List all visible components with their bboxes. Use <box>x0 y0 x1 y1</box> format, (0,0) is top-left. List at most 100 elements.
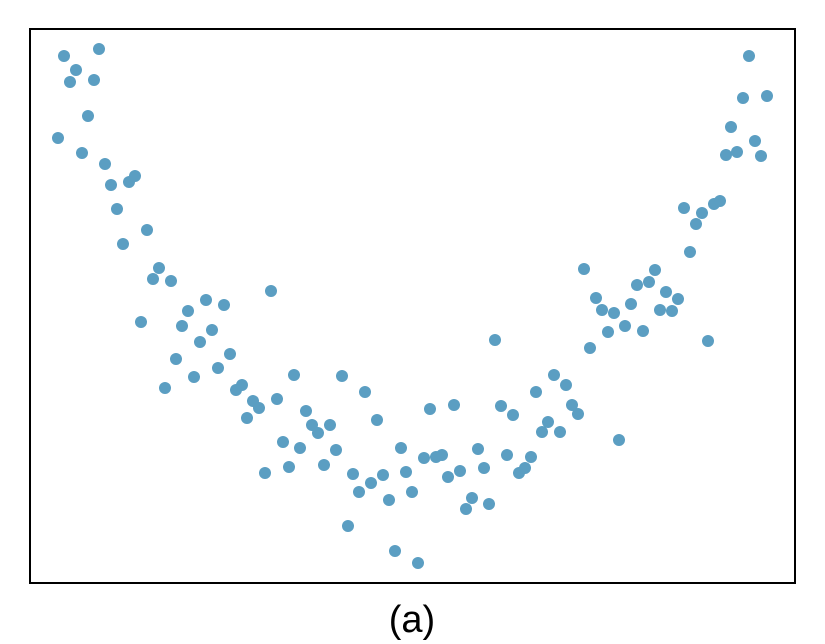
point <box>82 110 94 122</box>
point <box>88 74 100 86</box>
point <box>436 449 448 461</box>
point <box>631 279 643 291</box>
point <box>501 449 513 461</box>
point <box>424 403 436 415</box>
point <box>666 305 678 317</box>
point <box>554 426 566 438</box>
point <box>58 50 70 62</box>
point <box>536 426 548 438</box>
point <box>584 342 596 354</box>
point <box>117 238 129 250</box>
point <box>194 336 206 348</box>
point <box>241 412 253 424</box>
point <box>690 218 702 230</box>
point <box>578 263 590 275</box>
point <box>294 442 306 454</box>
point <box>206 324 218 336</box>
point <box>312 427 324 439</box>
point <box>135 316 147 328</box>
point <box>596 304 608 316</box>
point <box>153 262 165 274</box>
point <box>625 298 637 310</box>
point <box>141 224 153 236</box>
point <box>70 64 82 76</box>
point <box>64 76 76 88</box>
point <box>743 50 755 62</box>
point <box>389 545 401 557</box>
point <box>613 434 625 446</box>
point <box>654 304 666 316</box>
point <box>755 150 767 162</box>
point <box>418 452 430 464</box>
point <box>105 179 117 191</box>
point <box>731 146 743 158</box>
point <box>702 335 714 347</box>
point <box>406 486 418 498</box>
point <box>400 466 412 478</box>
point <box>99 158 111 170</box>
point <box>288 369 300 381</box>
point <box>472 443 484 455</box>
point <box>52 132 64 144</box>
point <box>637 325 649 337</box>
point <box>188 371 200 383</box>
point <box>483 498 495 510</box>
point <box>460 503 472 515</box>
point <box>159 382 171 394</box>
point <box>236 379 248 391</box>
point <box>495 400 507 412</box>
point <box>353 486 365 498</box>
point <box>165 275 177 287</box>
point <box>129 170 141 182</box>
point <box>672 293 684 305</box>
point <box>300 405 312 417</box>
point <box>347 468 359 480</box>
point <box>442 471 454 483</box>
point <box>76 147 88 159</box>
point <box>542 416 554 428</box>
point <box>283 461 295 473</box>
point <box>572 408 584 420</box>
point <box>111 203 123 215</box>
point <box>678 202 690 214</box>
point <box>737 92 749 104</box>
point <box>170 353 182 365</box>
point <box>608 307 620 319</box>
point <box>720 149 732 161</box>
point <box>200 294 212 306</box>
point <box>259 467 271 479</box>
point <box>560 379 572 391</box>
point <box>525 451 537 463</box>
point <box>336 370 348 382</box>
point <box>93 43 105 55</box>
point <box>602 326 614 338</box>
point <box>761 90 773 102</box>
point <box>182 305 194 317</box>
point <box>412 557 424 569</box>
point <box>383 494 395 506</box>
point <box>649 264 661 276</box>
point <box>395 442 407 454</box>
point <box>619 320 631 332</box>
point <box>176 320 188 332</box>
point <box>224 348 236 360</box>
point <box>277 436 289 448</box>
point <box>271 393 283 405</box>
point <box>725 121 737 133</box>
point <box>342 520 354 532</box>
point <box>454 465 466 477</box>
point <box>377 469 389 481</box>
point <box>519 462 531 474</box>
point <box>548 369 560 381</box>
point <box>684 246 696 258</box>
point <box>489 334 501 346</box>
point <box>371 414 383 426</box>
point <box>507 409 519 421</box>
point <box>359 386 371 398</box>
point <box>253 402 265 414</box>
point <box>330 444 342 456</box>
point <box>318 459 330 471</box>
point <box>324 419 336 431</box>
chart-title: (a) <box>389 599 435 641</box>
point <box>714 195 726 207</box>
